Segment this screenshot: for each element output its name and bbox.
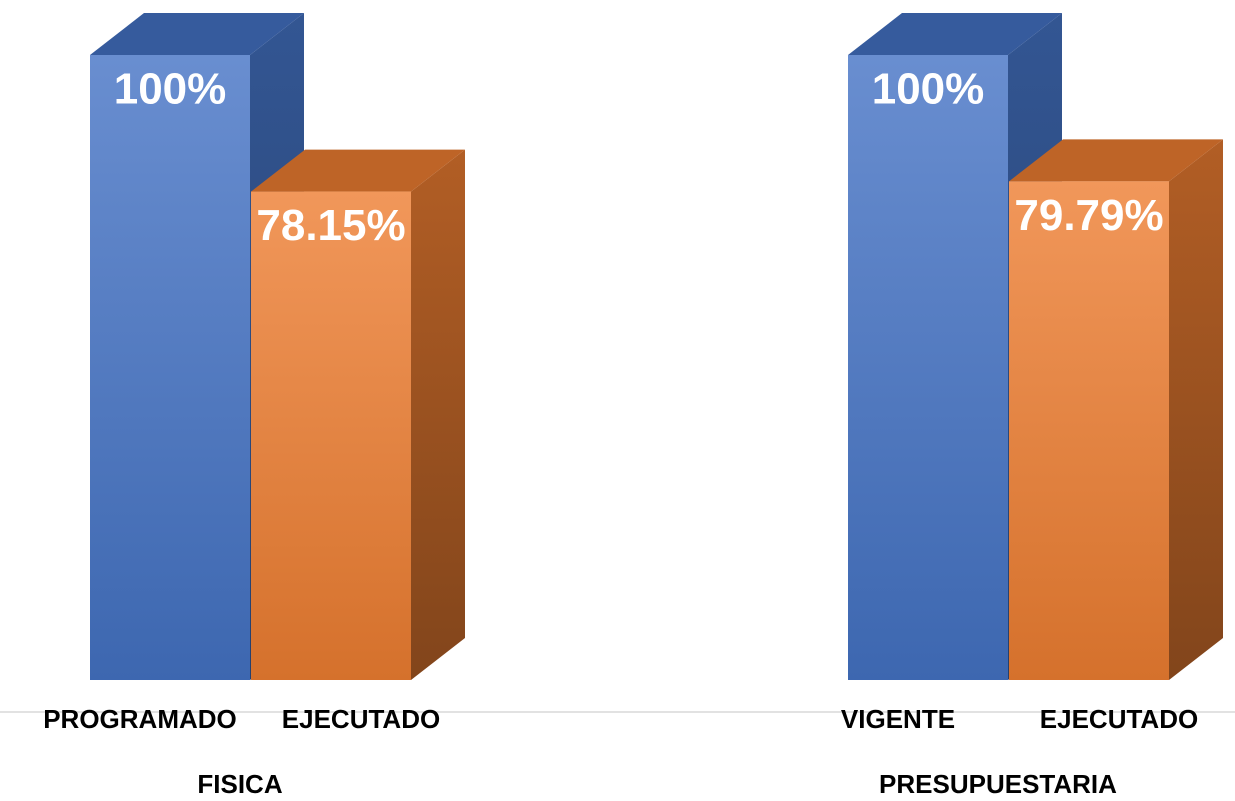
x-tick-label: EJECUTADO: [1040, 704, 1198, 734]
value-label: 78.15%: [256, 201, 405, 250]
bar-side: [1169, 139, 1223, 680]
bar-top: [90, 13, 304, 55]
bar: [1009, 139, 1223, 680]
bar-top: [1009, 139, 1223, 182]
bar-top: [251, 149, 465, 192]
bar-side: [411, 149, 465, 680]
value-label: 100%: [114, 65, 227, 114]
x-tick-label: PROGRAMADO: [43, 704, 237, 734]
group-title: FISICA: [197, 769, 282, 799]
bar-front: [90, 55, 250, 680]
x-tick-label: VIGENTE: [841, 704, 955, 734]
group-title: PRESUPUESTARIA: [879, 769, 1117, 799]
value-label: 79.79%: [1014, 191, 1163, 240]
bar: [251, 149, 465, 680]
x-tick-label: EJECUTADO: [282, 704, 440, 734]
bar-front: [1009, 181, 1169, 680]
bar-front: [251, 191, 411, 680]
value-label: 100%: [872, 65, 985, 114]
bar-front: [848, 55, 1008, 680]
bar-top: [848, 13, 1062, 55]
